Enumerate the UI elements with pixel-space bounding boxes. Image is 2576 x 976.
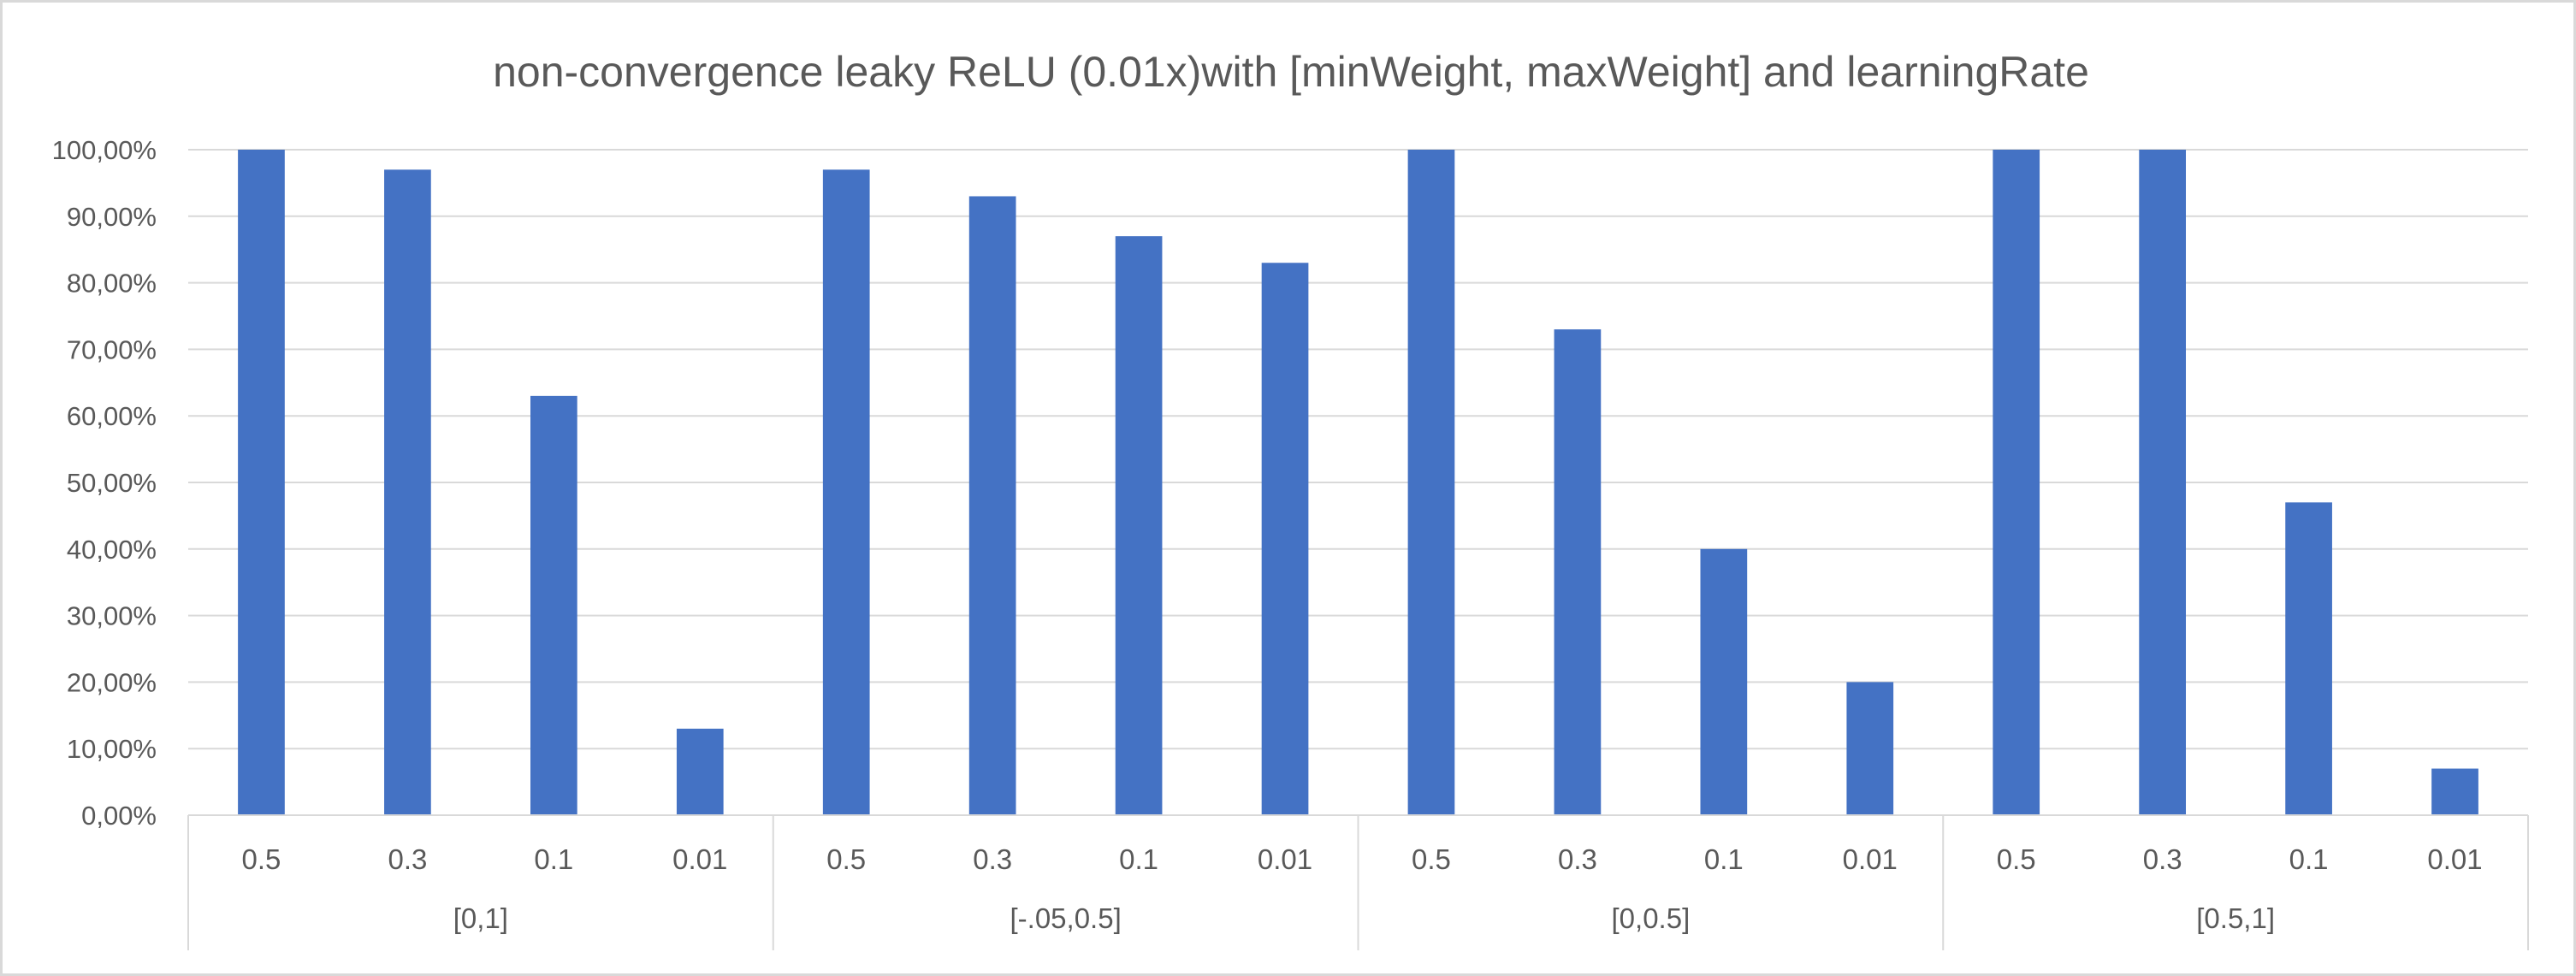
x-tick-label: 0.3 <box>2143 843 2182 875</box>
group-label: [0.5,1] <box>2196 902 2275 934</box>
x-tick-label: 0.01 <box>2427 843 2482 875</box>
bars <box>238 150 2478 816</box>
group-label: [0,1] <box>453 902 508 934</box>
bar <box>1846 682 1894 815</box>
y-tick-label: 50,00% <box>67 468 157 498</box>
bar <box>2431 768 2478 815</box>
bar <box>822 169 870 816</box>
bar <box>1993 150 2040 815</box>
bar <box>238 150 285 815</box>
y-tick-label: 20,00% <box>67 667 157 697</box>
bar <box>968 196 1016 815</box>
chart-title: non-convergence leaky ReLU (0.01x)with [… <box>493 48 2089 96</box>
bar <box>1407 150 1455 815</box>
x-tick-label: 0.5 <box>242 843 281 875</box>
x-axis: 0.5 0.3 0.1 0.01 [0,1] 0.5 0.3 0.1 0.01 [-.05,0.5… <box>187 814 2529 950</box>
gridlines <box>188 149 2528 750</box>
x-tick-label: 0.3 <box>973 843 1012 875</box>
x-tick-label: 0.1 <box>534 843 573 875</box>
x-tick-label: 0.5 <box>826 843 866 875</box>
x-tick-label: 0.3 <box>388 843 427 875</box>
x-tick-label: 0.1 <box>1704 843 1744 875</box>
bar <box>2285 502 2332 815</box>
bar <box>2139 150 2187 815</box>
x-tick-label: 0.3 <box>1558 843 1597 875</box>
x-tick-label: 0.5 <box>1412 843 1451 875</box>
y-tick-label: 40,00% <box>67 535 157 565</box>
bar-chart: non-convergence leaky ReLU (0.01x)with [… <box>52 48 2529 950</box>
x-tick-label: 0.5 <box>1997 843 2036 875</box>
x-tick-label: 0.1 <box>1119 843 1158 875</box>
bar <box>1700 548 1748 815</box>
bar <box>676 728 724 815</box>
bar <box>1115 236 1163 815</box>
y-tick-label: 30,00% <box>67 601 157 631</box>
bar <box>530 395 577 815</box>
x-tick-label: 0.1 <box>2289 843 2329 875</box>
bar <box>1554 329 1602 815</box>
y-tick-label: 90,00% <box>67 202 157 232</box>
group-label: [0,0.5] <box>1612 902 1691 934</box>
x-tick-label: 0.01 <box>1258 843 1312 875</box>
y-tick-label: 60,00% <box>67 401 157 431</box>
bar <box>1261 263 1309 815</box>
x-tick-label: 0.01 <box>672 843 727 875</box>
y-tick-label: 80,00% <box>67 269 157 299</box>
y-axis-ticks: 0,00% 10,00% 20,00% 30,00% 40,00% 50,00% 60,00… <box>52 135 157 831</box>
y-tick-label: 100,00% <box>52 135 157 165</box>
group-label: [-.05,0.5] <box>1010 902 1122 934</box>
y-tick-label: 10,00% <box>67 734 157 764</box>
x-tick-label: 0.01 <box>1843 843 1898 875</box>
bar <box>384 169 431 816</box>
y-tick-label: 70,00% <box>67 334 157 364</box>
y-tick-label: 0,00% <box>81 801 157 831</box>
